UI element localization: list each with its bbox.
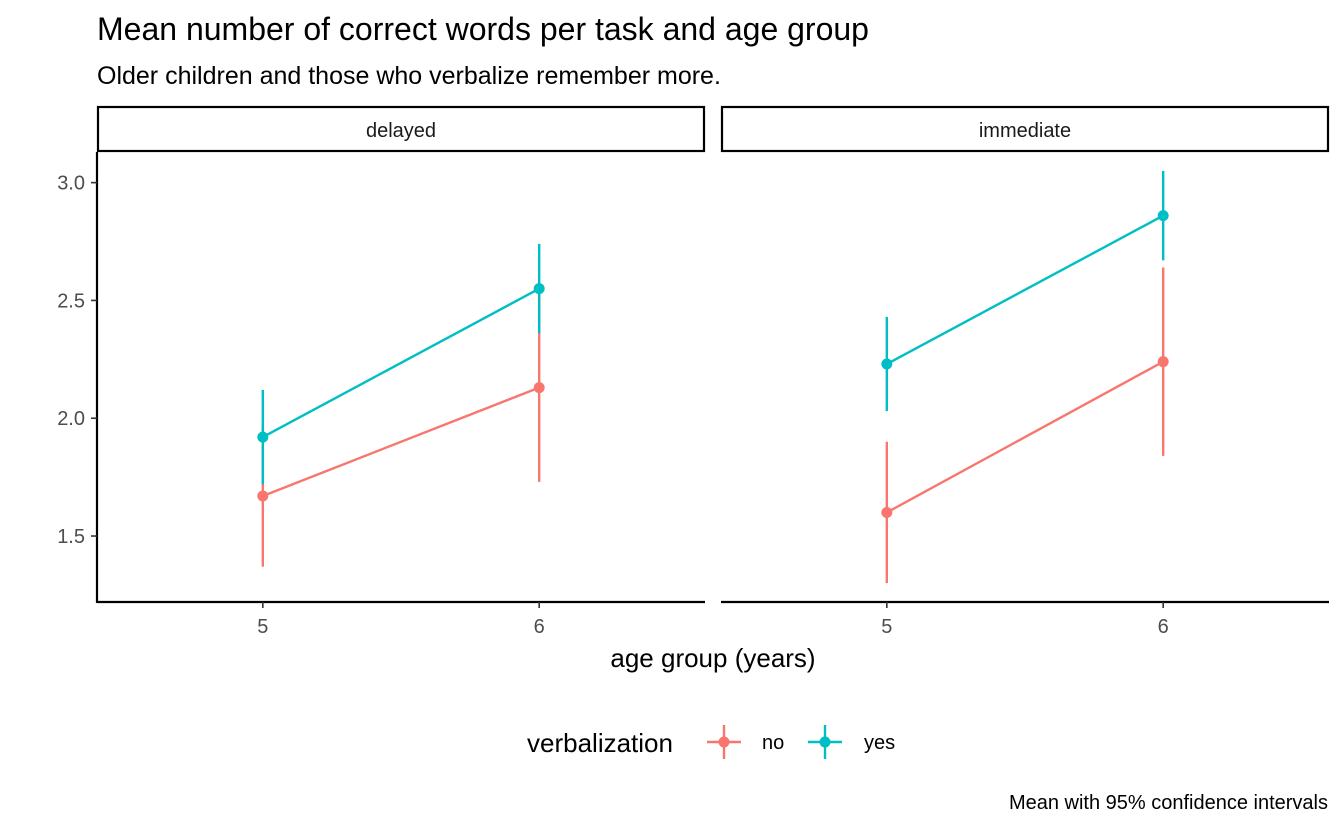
strip-box [96, 105, 706, 153]
series-no [881, 267, 1169, 584]
legend-item-yes: yes [808, 725, 895, 759]
y-tick-label: 3.0 [57, 173, 85, 195]
data-point [881, 358, 893, 370]
y-tick-label: 1.5 [57, 526, 85, 548]
strip-label: immediate [979, 120, 1071, 142]
chart-subtitle: Older children and those who verbalize r… [97, 62, 721, 90]
data-point [257, 490, 269, 502]
legend-label: no [762, 732, 784, 754]
strip-label: delayed [366, 120, 436, 142]
x-tick-label: 6 [1158, 616, 1169, 638]
data-point [533, 283, 545, 295]
legend-item-no: no [707, 725, 784, 759]
data-point [1157, 210, 1169, 222]
facet-panels: delayed 5 6 immediate 5 6 [96, 105, 1330, 638]
series-no [257, 293, 545, 567]
data-point [1157, 356, 1169, 368]
facet-panel-immediate: immediate 5 6 [720, 105, 1330, 638]
legend-title: verbalization [527, 728, 673, 758]
series-yes [881, 170, 1169, 412]
y-tick-label: 2.0 [57, 408, 85, 430]
data-point [533, 382, 545, 394]
legend-key-point [718, 736, 730, 748]
data-point [257, 431, 269, 443]
chart-title: Mean number of correct words per task an… [97, 11, 869, 47]
facet-panel-delayed: delayed 5 6 [96, 105, 706, 638]
legend-key-point [819, 736, 831, 748]
series-line [886, 214, 1164, 366]
chart-caption: Mean with 95% confidence intervals [1009, 792, 1328, 814]
legend: verbalization no yes [527, 725, 895, 759]
strip-box [720, 105, 1330, 153]
y-axis: 1.5 2.0 2.5 3.0 [57, 152, 99, 603]
series-yes [257, 243, 545, 485]
x-tick-label: 5 [881, 616, 892, 638]
x-tick-label: 5 [257, 616, 268, 638]
x-axis-title: age group (years) [610, 643, 815, 673]
data-point [881, 506, 893, 518]
legend-label: yes [864, 732, 895, 754]
series-line [262, 287, 540, 439]
x-tick-label: 6 [534, 616, 545, 638]
series-line [886, 360, 1164, 514]
series-line [262, 386, 540, 498]
y-tick-label: 2.5 [57, 290, 85, 312]
